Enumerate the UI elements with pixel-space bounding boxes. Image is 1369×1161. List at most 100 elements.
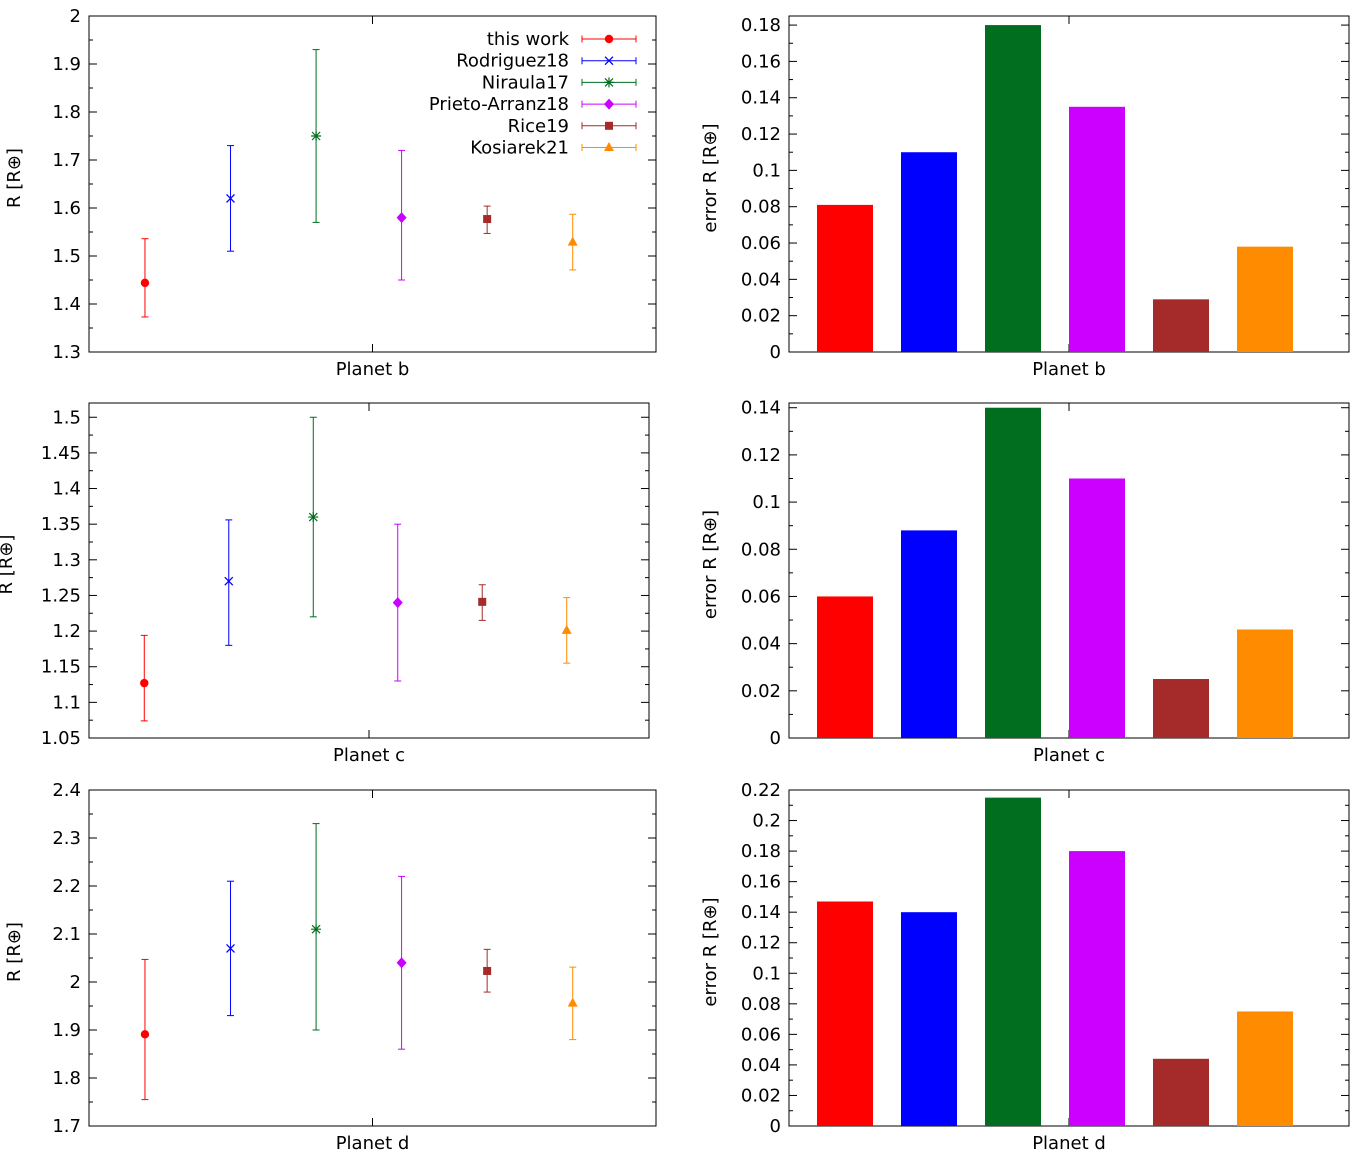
- x-axis-label: Planet d: [1032, 1133, 1106, 1154]
- y-tick-label: 0.14: [741, 88, 781, 109]
- marker-cross: [226, 193, 235, 203]
- data-point-rodriguez18: [226, 880, 235, 1017]
- data-point-rice19: [478, 584, 487, 621]
- y-tick-label: 1.4: [52, 294, 81, 315]
- marker-star: [311, 924, 322, 935]
- marker-diamond: [396, 957, 407, 969]
- legend-label: Prieto-Arranz18: [429, 94, 569, 115]
- y-tick-label: 1.2: [52, 621, 81, 642]
- bar-prieto-arranz18: [1069, 851, 1125, 1126]
- x-axis-label: Planet b: [1032, 359, 1106, 380]
- y-axis-label: R [R⊕]: [0, 535, 17, 595]
- y-tick-label: 1.05: [41, 728, 81, 749]
- chart-panel-1: 1.3 1.4 1.5 1.6 1.7 1.8 1.9 2 Planet b R [R⊕] this…: [4, 6, 657, 380]
- y-tick-label: 0.1: [752, 492, 781, 513]
- y-tick-label: 0.22: [741, 780, 781, 801]
- marker-diamond: [392, 597, 403, 609]
- x-axis-label: Planet c: [333, 745, 405, 766]
- y-tick-label: 1.9: [52, 1020, 81, 1041]
- y-tick-label: 0.08: [741, 197, 781, 218]
- marker-diamond: [396, 212, 407, 224]
- legend-marker-diamond: [604, 98, 614, 110]
- y-tick-label: 1.15: [41, 657, 81, 678]
- bar-rodriguez18: [901, 530, 957, 738]
- y-axis-label: error R [R⊕]: [700, 510, 721, 619]
- bar-rice19: [1153, 1058, 1209, 1126]
- y-tick-label: 1.5: [52, 246, 81, 267]
- legend: this workRodriguez18Niraula17Prieto-Arra…: [429, 29, 637, 159]
- data-point-rice19: [483, 205, 492, 234]
- plot-frame: [88, 15, 657, 353]
- chart-panel-5: 1.7 1.8 1.9 2 2.1 2.2 2.3 2.4 Planet d R [R⊕]: [4, 780, 657, 1154]
- x-axis-label: Planet c: [1033, 745, 1105, 766]
- data-point-prieto-arranz18: [396, 149, 407, 281]
- data-point-prieto-arranz18: [392, 523, 403, 682]
- chart-panel-3: 1.05 1.1 1.15 1.2 1.25 1.3 1.35 1.4 1.45 1.5 Plane…: [0, 402, 650, 766]
- bar-rodriguez18: [901, 912, 957, 1126]
- y-tick-label: 2.4: [52, 780, 81, 801]
- y-tick-label: 0.12: [741, 933, 781, 954]
- y-tick-label: 0.04: [741, 634, 781, 655]
- y-tick-label: 0.14: [741, 902, 781, 923]
- y-axis-label: error R [R⊕]: [700, 897, 721, 1006]
- data-point-this-work: [140, 958, 150, 1101]
- bar-this-work: [817, 901, 873, 1126]
- x-axis-label: Planet b: [336, 359, 410, 380]
- y-tick-label: 1.25: [41, 585, 81, 606]
- y-tick-label: 1.1: [52, 692, 81, 713]
- y-tick-label: 0.2: [752, 811, 781, 832]
- bar-prieto-arranz18: [1069, 106, 1125, 352]
- bar-niraula17: [985, 407, 1041, 738]
- marker-circle: [140, 1030, 150, 1039]
- data-point-this-work: [140, 634, 149, 722]
- y-tick-label: 0: [770, 728, 781, 749]
- data-point-kosiarek21: [567, 966, 578, 1041]
- chart-panel-6: 0 0.02 0.04 0.06 0.08 0.1 0.12 0.14 0.16 0.18 0.2 0…: [700, 780, 1350, 1154]
- marker-cross: [224, 576, 234, 586]
- legend-label: this work: [487, 29, 570, 50]
- bar-this-work: [817, 596, 873, 738]
- y-tick-label: 0.12: [741, 445, 781, 466]
- legend-label: Rice19: [508, 116, 569, 137]
- marker-triangle: [567, 236, 578, 246]
- y-tick-label: 1.7: [52, 150, 81, 171]
- x-axis-label: Planet d: [336, 1133, 410, 1154]
- y-tick-label: 0.1: [752, 160, 781, 181]
- data-point-rodriguez18: [224, 519, 234, 646]
- bar-rodriguez18: [901, 152, 957, 352]
- y-tick-label: 0.12: [741, 124, 781, 145]
- y-tick-label: 2.1: [52, 924, 81, 945]
- bar-kosiarek21: [1237, 246, 1293, 352]
- y-tick-label: 1.4: [52, 479, 81, 500]
- y-tick-label: 0.18: [741, 15, 781, 36]
- y-tick-label: 0.06: [741, 233, 781, 254]
- y-tick-label: 1.9: [52, 54, 81, 75]
- y-tick-label: 2.3: [52, 828, 81, 849]
- marker-triangle: [567, 997, 578, 1007]
- marker-square: [478, 597, 487, 606]
- y-tick-label: 0: [770, 342, 781, 363]
- y-tick-label: 0.04: [741, 269, 781, 290]
- legend-marker-cross: [604, 56, 614, 66]
- y-tick-label: 1.8: [52, 102, 81, 123]
- y-tick-label: 0.16: [741, 872, 781, 893]
- marker-square: [483, 966, 492, 975]
- y-axis-label: R [R⊕]: [4, 148, 25, 208]
- y-tick-label: 1.5: [52, 407, 81, 428]
- data-point-rodriguez18: [226, 145, 235, 252]
- legend-label: Rodriguez18: [456, 51, 569, 72]
- y-tick-label: 0.06: [741, 1024, 781, 1045]
- legend-marker-star: [604, 77, 614, 88]
- y-tick-label: 0.08: [741, 539, 781, 560]
- y-tick-label: 1.6: [52, 198, 81, 219]
- data-point-rice19: [483, 948, 492, 993]
- marker-triangle: [561, 624, 572, 634]
- y-tick-label: 0.06: [741, 586, 781, 607]
- y-tick-label: 0.02: [741, 306, 781, 327]
- y-tick-label: 1.7: [52, 1116, 81, 1137]
- data-point-this-work: [140, 238, 150, 318]
- y-tick-label: 0.02: [741, 1085, 781, 1106]
- y-tick-label: 0.02: [741, 681, 781, 702]
- marker-cross: [226, 943, 235, 953]
